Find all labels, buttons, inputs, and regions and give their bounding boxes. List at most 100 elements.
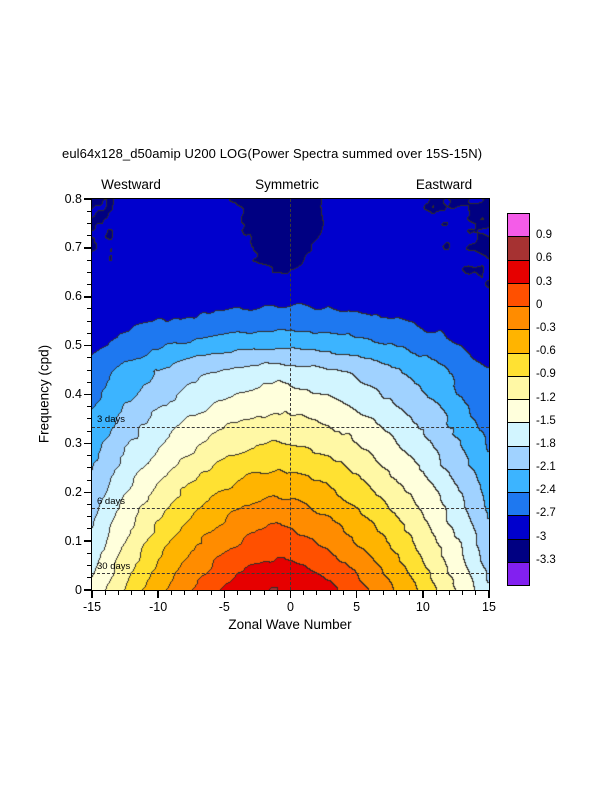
y-axis-tick-label: 0.8 (64, 191, 82, 206)
y-axis-minor-tick (87, 284, 91, 286)
symmetric-label: Symmetric (255, 177, 319, 192)
x-axis-minor-tick (382, 591, 384, 595)
y-axis-minor-tick (87, 357, 91, 359)
x-axis-tick (91, 591, 93, 598)
x-axis-title: Zonal Wave Number (228, 617, 352, 632)
y-axis-tick-label: 0.1 (64, 533, 82, 548)
colorbar-label: -0.3 (536, 321, 556, 334)
y-axis-minor-tick (87, 271, 91, 273)
y-axis-tick-label: 0 (75, 582, 82, 597)
y-axis-minor-tick (87, 332, 91, 334)
y-axis-minor-tick (87, 430, 91, 432)
y-axis-minor-tick (87, 565, 91, 567)
y-axis-tick (84, 344, 91, 347)
colorbar-label: -2.4 (536, 484, 556, 497)
x-axis-tick-label: 0 (287, 600, 294, 614)
x-axis-minor-tick (210, 591, 212, 595)
x-axis-minor-tick (448, 591, 450, 595)
y-axis-minor-tick (87, 222, 91, 224)
x-axis-minor-tick (131, 591, 133, 595)
reference-line-wavenumber-0 (290, 199, 291, 590)
reference-line-label: 3 days (97, 414, 125, 426)
colorbar-label: -3 (536, 530, 547, 543)
y-axis-tick (84, 589, 91, 591)
x-axis-tick (355, 591, 358, 598)
y-axis-minor-tick (87, 516, 91, 518)
colorbar-patch (508, 237, 529, 261)
colorbar-patch (508, 469, 529, 493)
x-axis-minor-tick (409, 591, 411, 595)
x-axis-minor-tick (276, 591, 278, 595)
x-axis-minor-tick (462, 591, 464, 595)
y-axis-minor-tick (87, 320, 91, 322)
y-axis-minor-tick (87, 552, 91, 554)
y-axis-tick (84, 442, 91, 445)
y-axis-tick (84, 393, 91, 396)
x-axis-minor-tick (316, 591, 318, 595)
x-axis-tick (223, 591, 226, 598)
y-axis-minor-tick (87, 210, 91, 212)
colorbar-patch (508, 330, 529, 354)
x-axis-minor-tick (237, 591, 239, 595)
reference-line-label: 30 days (97, 560, 131, 572)
x-axis-minor-tick (197, 591, 199, 595)
colorbar-label: -1.5 (536, 414, 556, 427)
y-axis-tick-label: 0.5 (64, 338, 82, 353)
x-axis-minor-tick (170, 591, 172, 595)
colorbar-patch (508, 562, 529, 585)
y-axis-minor-tick (87, 503, 91, 505)
x-axis-minor-tick (435, 591, 437, 595)
x-axis-tick-label: 15 (482, 600, 496, 614)
y-axis-tick (84, 491, 91, 493)
y-axis-tick (84, 540, 91, 542)
colorbar-label: 0 (536, 298, 543, 311)
x-axis-tick-label: -5 (218, 600, 230, 614)
x-axis-minor-tick (104, 591, 106, 595)
x-axis-minor-tick (475, 591, 477, 595)
y-axis-minor-tick (87, 528, 91, 530)
colorbar-patch (508, 400, 529, 424)
colorbar-label: 0.6 (536, 252, 552, 265)
y-axis-minor-tick (87, 406, 91, 408)
x-axis-minor-tick (117, 591, 119, 595)
colorbar-patch (508, 446, 529, 470)
x-axis-minor-tick (369, 591, 371, 595)
x-axis-tick (157, 591, 159, 598)
colorbar-patch (508, 539, 529, 563)
colorbar-patch (508, 376, 529, 400)
y-axis-tick (84, 247, 91, 249)
colorbar-label: -1.8 (536, 437, 556, 450)
x-axis-minor-tick (144, 591, 146, 595)
reference-line-label: 6 days (97, 495, 125, 507)
x-axis-tick (422, 591, 424, 598)
y-axis-tick (84, 296, 91, 298)
x-axis-minor-tick (184, 591, 186, 595)
y-axis-minor-tick (87, 418, 91, 420)
colorbar-patch (508, 283, 529, 307)
colorbar-label: 0.3 (536, 275, 552, 288)
x-axis-tick-label: 10 (415, 600, 430, 614)
colorbar-label: 0.9 (536, 229, 552, 242)
colorbar-label: -2.1 (536, 461, 556, 474)
y-axis-minor-tick (87, 467, 91, 469)
y-axis-minor-tick (87, 479, 91, 481)
y-axis-tick-label: 0.2 (64, 484, 82, 499)
colorbar-label: -0.6 (536, 345, 556, 358)
colorbar (507, 213, 530, 586)
y-axis-tick-label: 0.7 (64, 240, 82, 255)
y-axis-minor-tick (87, 235, 91, 237)
x-axis-minor-tick (395, 591, 397, 595)
figure-title: eul64x128_d50amip U200 LOG(Power Spectra… (62, 146, 483, 161)
y-axis-minor-tick (87, 369, 91, 371)
westward-label: Westward (101, 177, 161, 192)
eastward-label: Eastward (415, 177, 473, 192)
y-axis-tick-label: 0.6 (64, 289, 82, 304)
x-axis-minor-tick (303, 591, 305, 595)
x-axis-tick (488, 591, 490, 598)
colorbar-patch (508, 353, 529, 377)
colorbar-patch (508, 493, 529, 517)
colorbar-label: -1.2 (536, 391, 556, 404)
y-axis-tick-label: 0.3 (64, 435, 82, 450)
y-axis-tick (84, 198, 91, 200)
